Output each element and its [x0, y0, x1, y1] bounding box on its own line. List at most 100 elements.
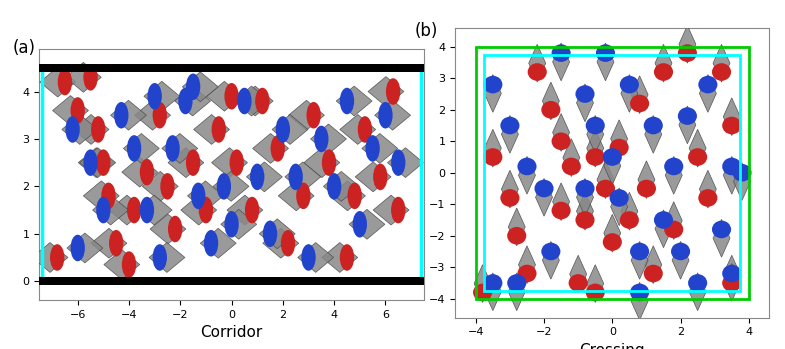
Polygon shape — [553, 183, 570, 221]
Polygon shape — [149, 243, 185, 273]
Circle shape — [186, 149, 200, 176]
Polygon shape — [368, 76, 404, 106]
Circle shape — [140, 159, 154, 185]
Polygon shape — [322, 243, 358, 273]
Polygon shape — [168, 148, 204, 178]
Polygon shape — [311, 124, 346, 154]
Circle shape — [664, 221, 683, 238]
Polygon shape — [529, 44, 546, 82]
Polygon shape — [502, 170, 518, 208]
Circle shape — [654, 63, 673, 81]
Circle shape — [263, 221, 277, 247]
Circle shape — [517, 265, 536, 282]
Circle shape — [484, 148, 502, 166]
Circle shape — [245, 197, 259, 223]
Circle shape — [688, 148, 707, 166]
Polygon shape — [188, 181, 224, 211]
Circle shape — [83, 64, 97, 91]
Polygon shape — [689, 273, 706, 311]
Polygon shape — [502, 116, 518, 153]
Polygon shape — [65, 62, 101, 92]
Polygon shape — [336, 86, 372, 116]
Circle shape — [654, 211, 673, 229]
Circle shape — [166, 135, 180, 162]
Circle shape — [610, 189, 629, 207]
Polygon shape — [93, 195, 129, 225]
Circle shape — [732, 164, 751, 181]
Circle shape — [250, 164, 265, 190]
Polygon shape — [570, 255, 586, 293]
Polygon shape — [723, 255, 740, 293]
Circle shape — [127, 135, 141, 162]
Polygon shape — [699, 75, 717, 112]
Circle shape — [507, 274, 526, 292]
Polygon shape — [144, 81, 180, 111]
Polygon shape — [672, 242, 689, 279]
Polygon shape — [621, 75, 638, 112]
Circle shape — [306, 102, 321, 128]
Circle shape — [352, 211, 367, 238]
Circle shape — [722, 265, 741, 282]
Polygon shape — [644, 246, 662, 284]
Polygon shape — [53, 96, 89, 125]
Circle shape — [366, 135, 380, 162]
Polygon shape — [330, 181, 366, 211]
Circle shape — [204, 230, 218, 257]
Polygon shape — [723, 156, 740, 194]
Polygon shape — [67, 233, 103, 263]
Polygon shape — [563, 139, 580, 177]
Polygon shape — [553, 113, 570, 151]
Bar — [484, 55, 740, 291]
Polygon shape — [355, 162, 391, 192]
Polygon shape — [263, 228, 299, 258]
Polygon shape — [518, 156, 535, 194]
Circle shape — [229, 149, 244, 176]
Polygon shape — [40, 67, 75, 97]
Circle shape — [528, 63, 547, 81]
Polygon shape — [340, 114, 376, 144]
Polygon shape — [135, 100, 170, 130]
Circle shape — [712, 63, 731, 81]
Polygon shape — [298, 243, 334, 273]
Polygon shape — [253, 133, 289, 163]
Circle shape — [644, 265, 663, 282]
Polygon shape — [373, 195, 409, 225]
Circle shape — [644, 117, 663, 134]
X-axis label: Crossing: Crossing — [579, 343, 645, 349]
Circle shape — [327, 173, 341, 200]
Polygon shape — [32, 243, 68, 273]
Circle shape — [281, 230, 295, 257]
Polygon shape — [200, 228, 236, 258]
Circle shape — [542, 101, 560, 119]
Circle shape — [152, 102, 167, 128]
Circle shape — [699, 189, 717, 207]
Circle shape — [114, 102, 129, 128]
Circle shape — [178, 88, 192, 114]
Circle shape — [630, 95, 649, 112]
Circle shape — [517, 158, 536, 175]
Polygon shape — [699, 170, 717, 208]
Circle shape — [484, 76, 502, 94]
Polygon shape — [194, 114, 229, 144]
Polygon shape — [621, 192, 638, 230]
Polygon shape — [104, 250, 140, 280]
Polygon shape — [518, 246, 535, 284]
Circle shape — [191, 183, 206, 209]
Polygon shape — [586, 129, 604, 167]
Polygon shape — [136, 195, 172, 225]
Polygon shape — [80, 148, 115, 178]
Circle shape — [596, 180, 615, 197]
Polygon shape — [631, 242, 648, 279]
Circle shape — [340, 88, 354, 114]
Circle shape — [507, 227, 526, 245]
Polygon shape — [679, 25, 696, 63]
Polygon shape — [611, 120, 628, 158]
Circle shape — [340, 244, 354, 271]
Circle shape — [101, 183, 115, 209]
Polygon shape — [182, 72, 218, 102]
Circle shape — [637, 180, 656, 197]
Circle shape — [212, 116, 226, 143]
Circle shape — [109, 230, 123, 257]
Polygon shape — [142, 171, 178, 201]
Circle shape — [160, 173, 174, 200]
